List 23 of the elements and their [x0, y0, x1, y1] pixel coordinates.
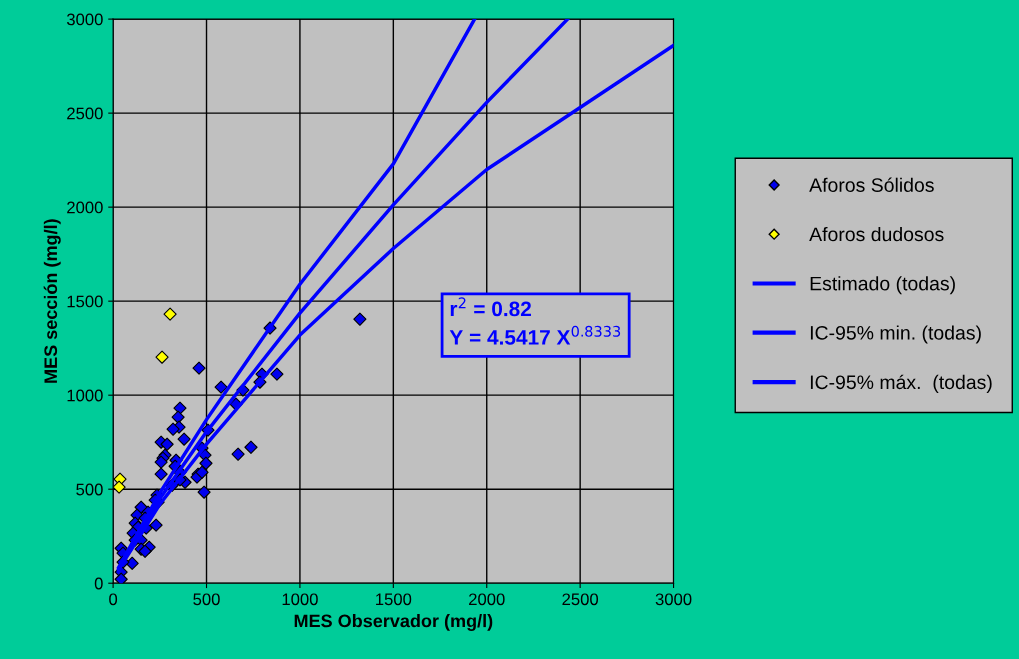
y-tick-label: 1500	[67, 295, 103, 308]
annotation: Y = 4.5417 X$^{0.8333}$	[449, 325, 621, 345]
x-tick-label: 1500	[376, 593, 412, 606]
legend-label: IC-95% máx. (todas)	[810, 374, 992, 393]
y-tick-label: 3000	[66, 13, 103, 26]
x-tick-label: 500	[193, 593, 220, 606]
x-axis-title: MES Observador (mg/l)	[294, 614, 493, 631]
legend-label: Aforos dudosos	[809, 226, 944, 242]
y-tick-label: 0	[94, 577, 103, 590]
x-tick-label: 0	[109, 593, 118, 606]
legend-label: Aforos Sólidos	[809, 177, 934, 192]
x-tick-label: 2500	[562, 593, 599, 606]
y-tick-label: 2000	[67, 201, 103, 214]
y-tick-label: 2500	[67, 107, 103, 120]
x-tick-label: 1000	[282, 593, 318, 606]
legend-label: IC-95% min. (todas)	[810, 325, 981, 344]
x-tick-label: 3000	[655, 593, 692, 606]
legend-label: Estimado (todas)	[810, 276, 955, 295]
annotation: r$^{2}$ = 0.82	[450, 297, 531, 317]
y-tick-label: 500	[76, 483, 103, 496]
y-tick-label: 1000	[67, 389, 103, 402]
y-axis-title: MES sección (mg/l)	[43, 219, 61, 383]
x-tick-label: 2000	[469, 593, 505, 606]
